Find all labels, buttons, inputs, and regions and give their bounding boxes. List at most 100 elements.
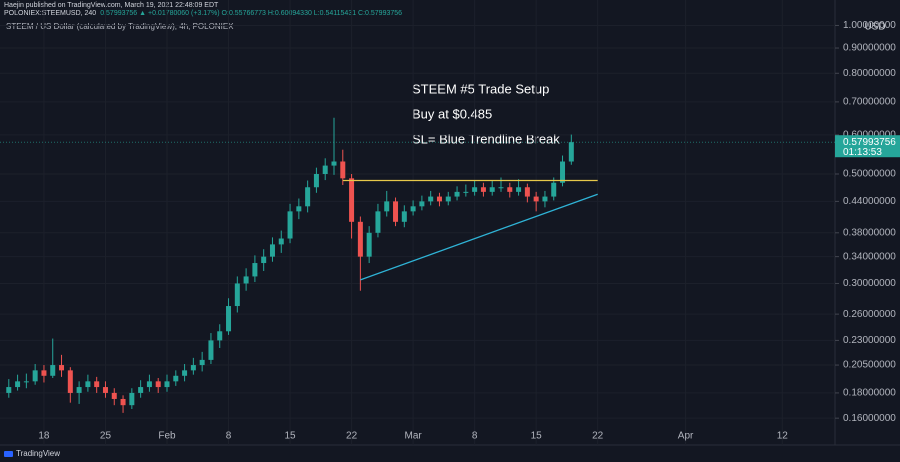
y-tick-label: 0.20500000	[843, 360, 896, 371]
candle-body	[155, 381, 161, 388]
x-tick-label: 15	[284, 431, 296, 442]
candle-body	[516, 187, 522, 192]
candle-body	[393, 201, 399, 222]
candle-body	[349, 178, 355, 222]
candle-body	[305, 187, 311, 207]
candle-body	[524, 187, 530, 197]
candle-body	[208, 340, 214, 360]
y-tick-label: 0.44000000	[843, 196, 896, 207]
candle-body	[261, 256, 267, 264]
y-tick-label: 0.70000000	[843, 97, 896, 108]
annotation: Buy at $0.485	[412, 106, 492, 121]
x-tick-label: 25	[100, 431, 112, 442]
symbol: POLONIEX:STEEMUSD, 240	[4, 10, 96, 17]
x-tick-label: 12	[777, 431, 789, 442]
candle-body	[366, 232, 372, 257]
candle-body	[296, 206, 302, 212]
y-tick-label: 0.16000000	[843, 413, 896, 424]
y-tick-label: 0.18000000	[843, 388, 896, 399]
candle-body	[164, 381, 170, 388]
last-price-label: 0.57993756	[843, 137, 896, 148]
candle-body	[67, 370, 73, 393]
x-tick-label: 22	[592, 431, 604, 442]
candle-body	[287, 211, 293, 239]
candle-body	[129, 392, 135, 406]
x-tick-label: Apr	[678, 431, 694, 442]
y-unit: USD	[864, 22, 885, 33]
last-price-box	[835, 135, 900, 158]
annotation: SL= Blue Trendline Break	[412, 131, 560, 146]
candle-body	[217, 331, 223, 341]
candle-body	[41, 370, 47, 376]
quote: 0.57993756 ▲ +0.01780060 (+3.17%) O:0.55…	[100, 10, 402, 17]
candle-body	[199, 359, 205, 366]
footer-logo	[4, 451, 13, 457]
annotation: STEEM #5 Trade Setup	[412, 81, 549, 96]
candle-body	[32, 370, 38, 382]
candle-body	[243, 276, 249, 284]
candle-body	[568, 142, 574, 162]
y-tick-label: 0.34000000	[843, 251, 896, 262]
y-tick-label: 0.90000000	[843, 43, 896, 54]
candle-body	[182, 370, 188, 376]
candle-body	[489, 187, 495, 192]
candle-body	[269, 244, 275, 257]
candle-body	[533, 196, 539, 202]
x-tick-label: 8	[472, 431, 478, 442]
x-tick-label: 18	[38, 431, 50, 442]
candle-body	[252, 263, 258, 277]
trendline	[360, 193, 598, 281]
candle-body	[76, 387, 82, 393]
candle-body	[419, 201, 425, 207]
candle-body	[375, 211, 381, 233]
candle-body	[278, 238, 284, 245]
x-tick-label: 8	[226, 431, 232, 442]
candle-body	[85, 381, 91, 388]
y-tick-label: 0.26000000	[843, 309, 896, 320]
candle-body	[322, 165, 328, 174]
x-tick-label: Feb	[158, 431, 176, 442]
y-tick-label: 0.23000000	[843, 335, 896, 346]
candle-body	[120, 398, 126, 406]
y-tick-label: 0.60000000	[843, 130, 896, 141]
candle-body	[102, 387, 108, 393]
y-tick-label: 0.50000000	[843, 169, 896, 180]
candle-body	[472, 187, 478, 192]
candle-body	[331, 161, 337, 166]
candle-body	[480, 187, 486, 192]
candle-body	[313, 173, 319, 188]
candle-body	[111, 392, 117, 399]
candle-body	[463, 191, 469, 193]
y-tick-label: 0.80000000	[843, 68, 896, 79]
countdown: 01:13:53	[843, 147, 882, 158]
x-tick-label: Mar	[404, 431, 422, 442]
candle-body	[50, 365, 56, 376]
candle-body	[498, 187, 504, 189]
candle-body	[59, 365, 65, 371]
candle-body	[138, 387, 144, 393]
candle-body	[454, 191, 460, 197]
candle-body	[507, 187, 513, 192]
candle-body	[428, 196, 434, 202]
candle-body	[6, 387, 12, 393]
candle-body	[146, 381, 152, 388]
footer-bar	[0, 446, 900, 462]
candle-body	[357, 221, 363, 257]
x-tick-label: 15	[531, 431, 543, 442]
candle-body	[94, 381, 100, 388]
candle-body	[542, 196, 548, 202]
grid	[0, 0, 835, 445]
y-tick-label: 0.30000000	[843, 278, 896, 289]
candle-body	[410, 206, 416, 212]
candle-body	[551, 182, 557, 197]
candle-body	[436, 196, 442, 202]
candle-body	[384, 201, 390, 212]
candle-body	[23, 381, 29, 383]
footer-brand: TradingView	[16, 449, 60, 458]
candle-body	[560, 161, 566, 183]
candle-body	[226, 306, 232, 332]
candle-body	[234, 283, 240, 307]
publisher: Haejin published on TradingView.com, Mar…	[4, 2, 219, 9]
candle-body	[190, 365, 196, 371]
